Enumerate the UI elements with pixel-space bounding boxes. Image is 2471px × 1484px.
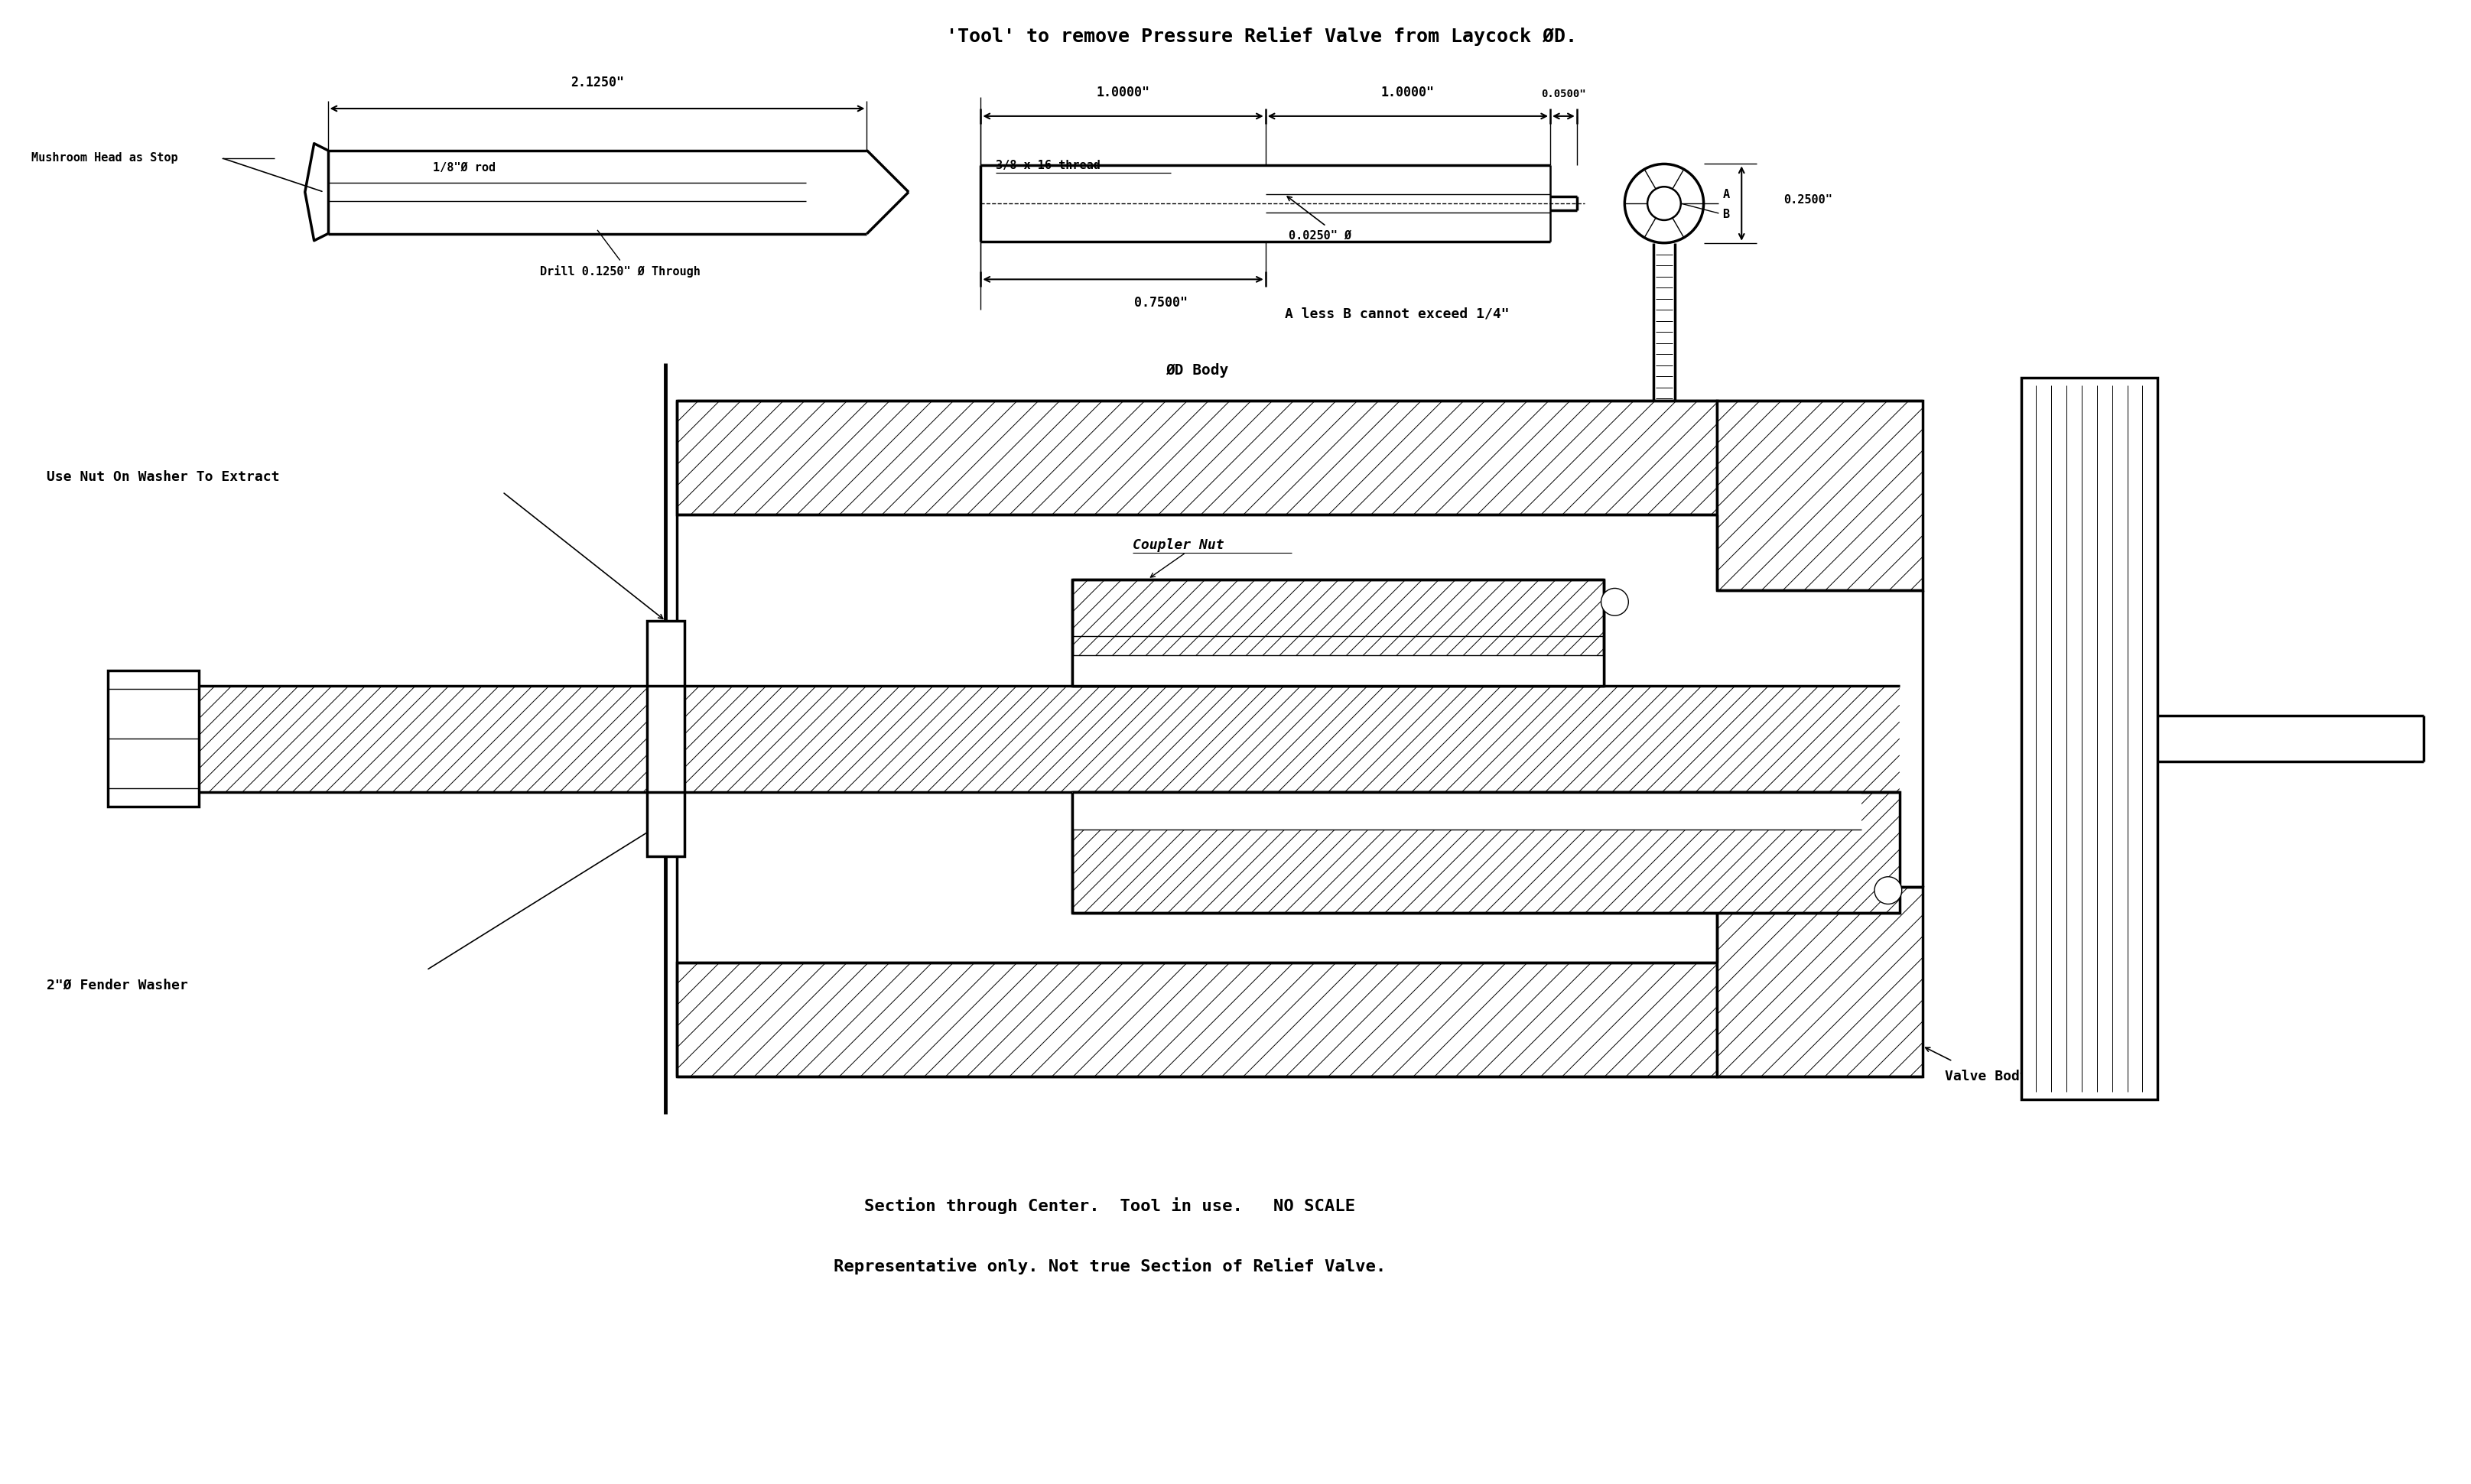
Text: 0.0500": 0.0500" bbox=[1542, 89, 1586, 99]
Text: Representative only. Not true Section of Relief Valve.: Representative only. Not true Section of… bbox=[833, 1258, 1386, 1275]
Bar bbox=[109, 671, 198, 807]
Text: 2.1250": 2.1250" bbox=[571, 76, 625, 89]
Text: Drill 0.1250" Ø Through: Drill 0.1250" Ø Through bbox=[539, 266, 699, 278]
Text: 1.0000": 1.0000" bbox=[1381, 86, 1436, 99]
Circle shape bbox=[1875, 877, 1903, 904]
Bar bbox=[677, 401, 1717, 515]
Bar bbox=[1072, 792, 1900, 913]
Bar bbox=[1072, 579, 1604, 686]
Text: Use Nut On Washer To Extract: Use Nut On Washer To Extract bbox=[47, 470, 279, 484]
Text: 2"Ø Fender Washer: 2"Ø Fender Washer bbox=[47, 978, 188, 993]
Text: B: B bbox=[1722, 209, 1730, 221]
Text: Coupler Nut: Coupler Nut bbox=[1132, 539, 1223, 552]
Circle shape bbox=[1601, 588, 1628, 616]
Bar bbox=[198, 686, 1900, 792]
Text: Valve Body: Valve Body bbox=[1945, 1070, 2029, 1083]
Text: Section through Center.  Tool in use.   NO SCALE: Section through Center. Tool in use. NO … bbox=[865, 1198, 1354, 1214]
Text: 0.2500": 0.2500" bbox=[1784, 194, 1831, 205]
Bar bbox=[1717, 886, 1922, 1076]
Text: 1.0000": 1.0000" bbox=[1097, 86, 1149, 99]
Bar bbox=[1072, 792, 1861, 830]
Bar bbox=[1072, 654, 1604, 686]
Text: A less B cannot exceed 1/4": A less B cannot exceed 1/4" bbox=[1285, 307, 1510, 321]
Text: 0.7500": 0.7500" bbox=[1134, 295, 1189, 310]
Bar bbox=[2021, 378, 2157, 1100]
Bar bbox=[1717, 401, 1922, 591]
Bar bbox=[647, 620, 684, 856]
Text: ØD Body: ØD Body bbox=[1166, 364, 1228, 378]
Bar bbox=[677, 963, 1717, 1076]
Text: 1/8"Ø rod: 1/8"Ø rod bbox=[432, 162, 497, 174]
Text: 'Tool' to remove Pressure Relief Valve from Laycock ØD.: 'Tool' to remove Pressure Relief Valve f… bbox=[946, 27, 1576, 46]
Text: 0.0250" Ø: 0.0250" Ø bbox=[1287, 230, 1352, 240]
Text: Mushroom Head as Stop: Mushroom Head as Stop bbox=[32, 153, 178, 163]
Text: A: A bbox=[1722, 188, 1730, 200]
Text: 3/8 x 16 thread: 3/8 x 16 thread bbox=[996, 160, 1100, 172]
